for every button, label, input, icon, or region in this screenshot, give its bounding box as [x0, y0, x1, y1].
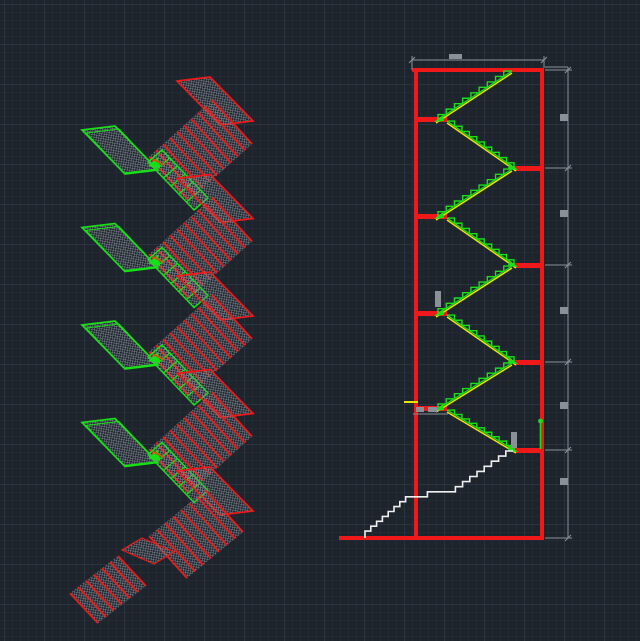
iso-stair-view — [69, 76, 255, 624]
section-flight-7 — [434, 362, 513, 413]
dim-label-blob — [560, 210, 568, 217]
section-flight-1 — [434, 70, 513, 124]
section-view — [339, 68, 544, 540]
dim-label-blob — [560, 307, 568, 314]
dimension-annotations — [408, 54, 572, 542]
dim-label-blob — [560, 402, 568, 409]
section-flight-3 — [434, 168, 513, 221]
dim-label-blob-vertical — [435, 291, 441, 307]
dim-label-blob — [449, 54, 462, 59]
section-flight-2 — [446, 120, 518, 172]
left-wall — [414, 68, 418, 539]
dim-label-blob — [560, 478, 568, 485]
right-wall — [540, 68, 544, 539]
section-flight-4 — [446, 217, 518, 269]
dim-label-blob — [560, 114, 568, 121]
section-flight-6 — [446, 314, 518, 366]
section-flight-5 — [434, 265, 513, 318]
iso-module-2 — [80, 173, 255, 309]
green-pole-marker — [538, 418, 543, 449]
iso-final-flight — [69, 466, 255, 624]
iso-module-3 — [80, 271, 255, 406]
white-grade-stair — [364, 450, 513, 538]
section-flight-8 — [446, 409, 518, 454]
iso-module-4 — [80, 368, 255, 504]
iso-module-1 — [80, 76, 255, 211]
dim-label-blob-vertical — [511, 432, 517, 448]
